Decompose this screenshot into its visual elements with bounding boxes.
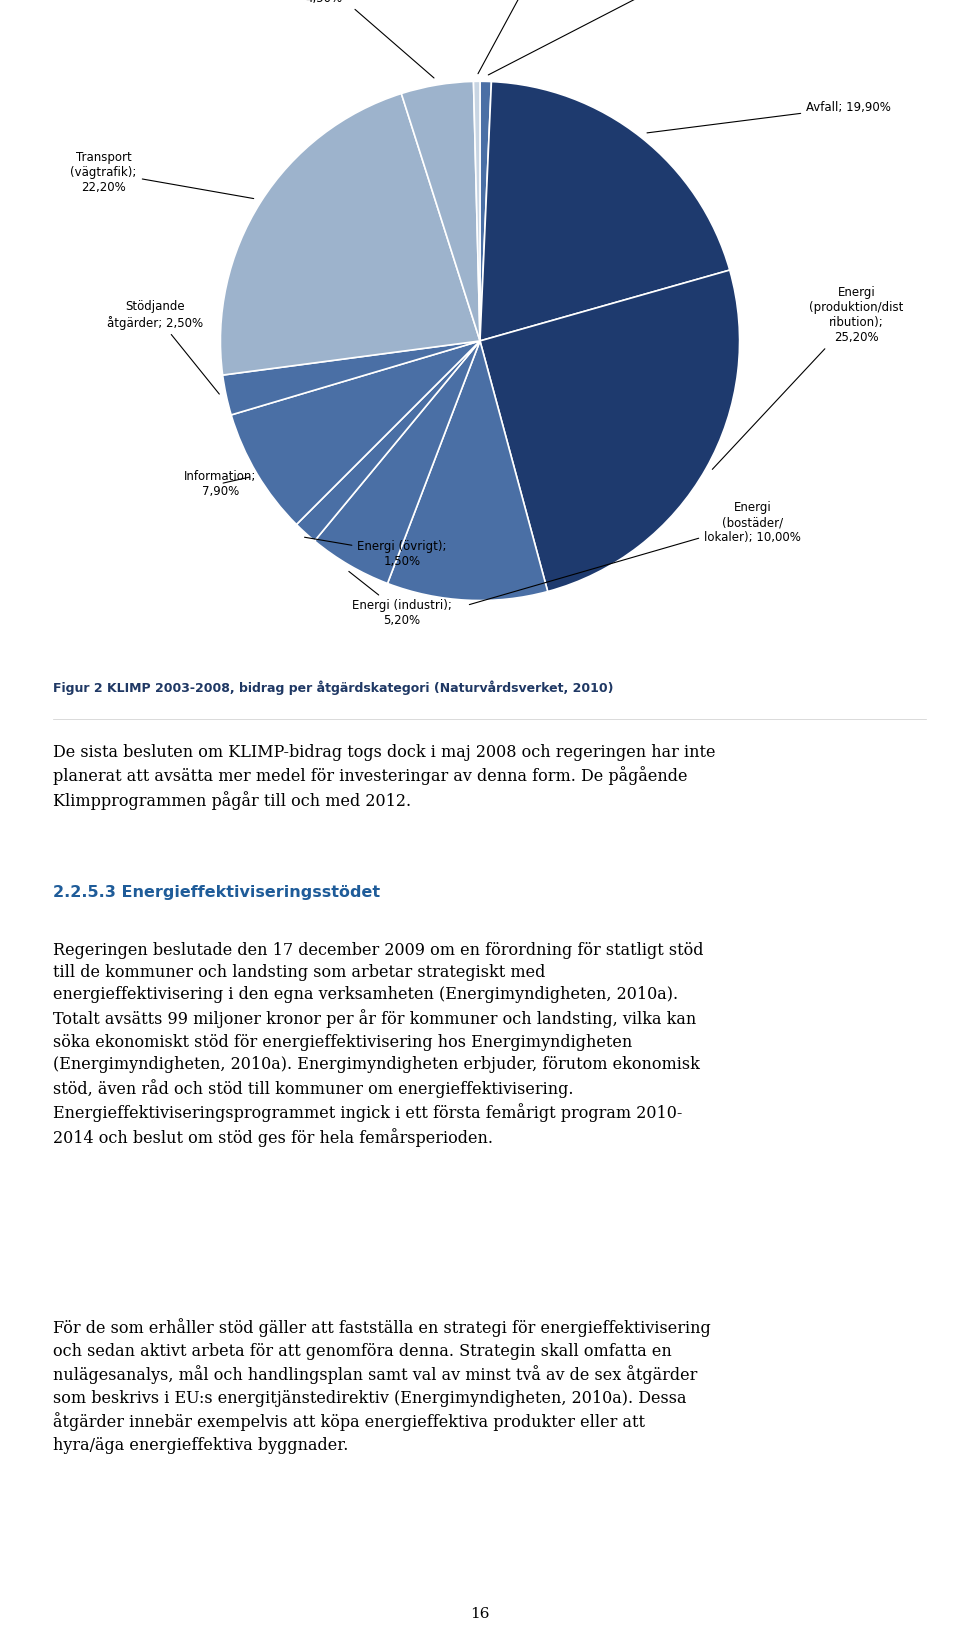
Text: Information;
7,90%: Information; 7,90%	[184, 470, 256, 498]
Wedge shape	[388, 342, 548, 601]
Text: Transport
(spårbunden);
4,50%: Transport (spårbunden); 4,50%	[282, 0, 434, 77]
Wedge shape	[297, 342, 480, 541]
Wedge shape	[401, 82, 480, 342]
Text: Avfall; 19,90%: Avfall; 19,90%	[647, 100, 891, 133]
Text: Transport
(sjöfart); 0,40%: Transport (sjöfart); 0,40%	[478, 0, 583, 74]
Text: 16: 16	[470, 1607, 490, 1622]
Text: Transport
(vägtrafik);
22,20%: Transport (vägtrafik); 22,20%	[70, 151, 253, 199]
Wedge shape	[480, 81, 492, 342]
Text: Energi (industri);
5,20%: Energi (industri); 5,20%	[348, 572, 452, 628]
Wedge shape	[480, 269, 739, 591]
Text: De sista besluten om KLIMP-bidrag togs dock i maj 2008 och regeringen har inte
p: De sista besluten om KLIMP-bidrag togs d…	[53, 744, 715, 810]
Text: För de som erhåller stöd gäller att fastställa en strategi för energieffektivise: För de som erhåller stöd gäller att fast…	[53, 1318, 710, 1454]
Text: Övrigt;
0,70%: Övrigt; 0,70%	[489, 0, 687, 76]
Wedge shape	[221, 94, 480, 375]
Text: Energi (övrigt);
1,50%: Energi (övrigt); 1,50%	[304, 537, 446, 568]
Wedge shape	[473, 81, 480, 342]
Text: Stödjande
åtgärder; 2,50%: Stödjande åtgärder; 2,50%	[108, 301, 219, 394]
Text: Energi
(bostäder/
lokaler); 10,00%: Energi (bostäder/ lokaler); 10,00%	[469, 501, 801, 605]
Wedge shape	[231, 342, 480, 524]
Text: Regeringen beslutade den 17 december 2009 om en förordning för statligt stöd
til: Regeringen beslutade den 17 december 200…	[53, 941, 704, 1147]
Wedge shape	[223, 342, 480, 416]
Text: Energi
(produktion/dist
ribution);
25,20%: Energi (produktion/dist ribution); 25,20…	[712, 286, 903, 470]
Text: Figur 2 KLIMP 2003-2008, bidrag per åtgärdskategori (Naturvårdsverket, 2010): Figur 2 KLIMP 2003-2008, bidrag per åtgä…	[53, 680, 613, 695]
Text: 2.2.5.3 Energieffektiviseringsstödet: 2.2.5.3 Energieffektiviseringsstödet	[53, 886, 380, 900]
Wedge shape	[315, 342, 480, 583]
Wedge shape	[480, 82, 730, 342]
